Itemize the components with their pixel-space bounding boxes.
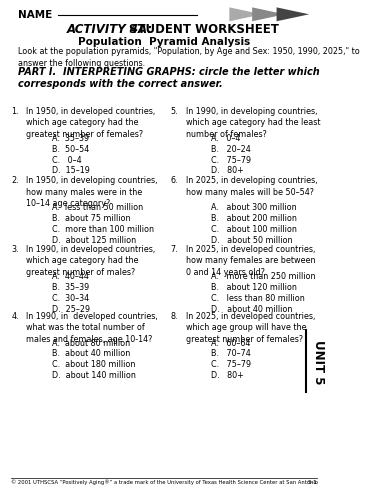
Text: B.   about 120 million: B. about 120 million: [212, 283, 297, 292]
Text: C.   0–4: C. 0–4: [52, 156, 81, 164]
Text: B.   about 200 million: B. about 200 million: [212, 214, 297, 223]
Text: ACTIVITY 4A:: ACTIVITY 4A:: [66, 24, 152, 36]
Text: In 1950, in developed countries,
which age category had the
greatest number of f: In 1950, in developed countries, which a…: [26, 107, 156, 138]
Text: D.   about 50 million: D. about 50 million: [212, 236, 293, 245]
Polygon shape: [252, 8, 285, 22]
Text: D.  about 140 million: D. about 140 million: [52, 372, 136, 380]
Text: In 1990, in developed countries,
which age category had the
greatest number of m: In 1990, in developed countries, which a…: [26, 245, 156, 277]
Text: C.  30–34: C. 30–34: [52, 294, 89, 303]
Text: In 2025, in developing countries,
how many males will be 50–54?: In 2025, in developing countries, how ma…: [186, 176, 317, 197]
Polygon shape: [229, 8, 262, 22]
Text: In 1950, in developing countries,
how many males were in the
10–14 age category?: In 1950, in developing countries, how ma…: [26, 176, 157, 208]
Text: A.   about 300 million: A. about 300 million: [212, 204, 297, 212]
Text: 7.: 7.: [171, 245, 178, 254]
Text: D.   about 40 million: D. about 40 million: [212, 304, 293, 314]
Text: 8.: 8.: [171, 312, 178, 320]
Text: B.  50–54: B. 50–54: [52, 144, 89, 154]
Text: 6.: 6.: [171, 176, 178, 186]
Text: 4.: 4.: [11, 312, 19, 320]
Text: 2.: 2.: [11, 176, 19, 186]
Text: C.  about 180 million: C. about 180 million: [52, 360, 135, 370]
Text: B.   70–74: B. 70–74: [212, 350, 251, 358]
Text: In 1990, in developing countries,
which age category had the least
number of fem: In 1990, in developing countries, which …: [186, 107, 320, 138]
Text: A.   more than 250 million: A. more than 250 million: [212, 272, 316, 281]
Text: B.  35–39: B. 35–39: [52, 283, 89, 292]
Text: UNIT 5: UNIT 5: [312, 340, 325, 384]
Text: STUDENT WORKSHEET: STUDENT WORKSHEET: [66, 24, 278, 36]
Text: A.  less than 50 million: A. less than 50 million: [52, 204, 143, 212]
Text: C.  more than 100 million: C. more than 100 million: [52, 225, 154, 234]
Text: 3.: 3.: [11, 245, 19, 254]
Text: B.  about 40 million: B. about 40 million: [52, 350, 130, 358]
Text: 5.: 5.: [171, 107, 178, 116]
Polygon shape: [277, 8, 309, 22]
Text: In 1990, in  developed countries,
what was the total number of
males and females: In 1990, in developed countries, what wa…: [26, 312, 158, 344]
Text: A.  about 80 million: A. about 80 million: [52, 338, 130, 347]
Text: A.  40–44: A. 40–44: [52, 272, 89, 281]
Text: Population  Pyramid Analysis: Population Pyramid Analysis: [78, 37, 251, 47]
Text: In 2025, in developed countries,
which age group will have the
greatest number o: In 2025, in developed countries, which a…: [186, 312, 315, 344]
Text: B.   20–24: B. 20–24: [212, 144, 251, 154]
Text: 5-1: 5-1: [307, 480, 317, 484]
Text: D.  25–29: D. 25–29: [52, 304, 90, 314]
Text: B.  about 75 million: B. about 75 million: [52, 214, 130, 223]
Text: D.  15–19: D. 15–19: [52, 166, 90, 175]
Text: C.   75–79: C. 75–79: [212, 360, 252, 370]
Text: A.  35–39: A. 35–39: [52, 134, 89, 142]
Text: PART I.  INTERPRETING GRAPHS: circle the letter which
corresponds with the corre: PART I. INTERPRETING GRAPHS: circle the …: [18, 67, 320, 90]
Text: A.   0–4: A. 0–4: [212, 134, 241, 142]
Text: In 2025, in developed countries,
how many females are between
0 and 14 years old: In 2025, in developed countries, how man…: [186, 245, 315, 277]
Text: C.   less than 80 million: C. less than 80 million: [212, 294, 305, 303]
Text: C.   75–79: C. 75–79: [212, 156, 252, 164]
Text: D.  about 125 million: D. about 125 million: [52, 236, 136, 245]
Text: Look at the population pyramids, "Population, by Age and Sex: 1950, 1990, 2025,": Look at the population pyramids, "Popula…: [18, 47, 359, 68]
Text: D.   80+: D. 80+: [212, 372, 244, 380]
Text: NAME: NAME: [18, 10, 52, 20]
Text: D.   80+: D. 80+: [212, 166, 244, 175]
Text: A.   60–64: A. 60–64: [212, 338, 251, 347]
Text: C.   about 100 million: C. about 100 million: [212, 225, 297, 234]
Text: 1.: 1.: [11, 107, 19, 116]
Text: © 2001 UTHSCSA “Positively Aging®” a trade mark of the University of Texas Healt: © 2001 UTHSCSA “Positively Aging®” a tra…: [11, 480, 318, 486]
